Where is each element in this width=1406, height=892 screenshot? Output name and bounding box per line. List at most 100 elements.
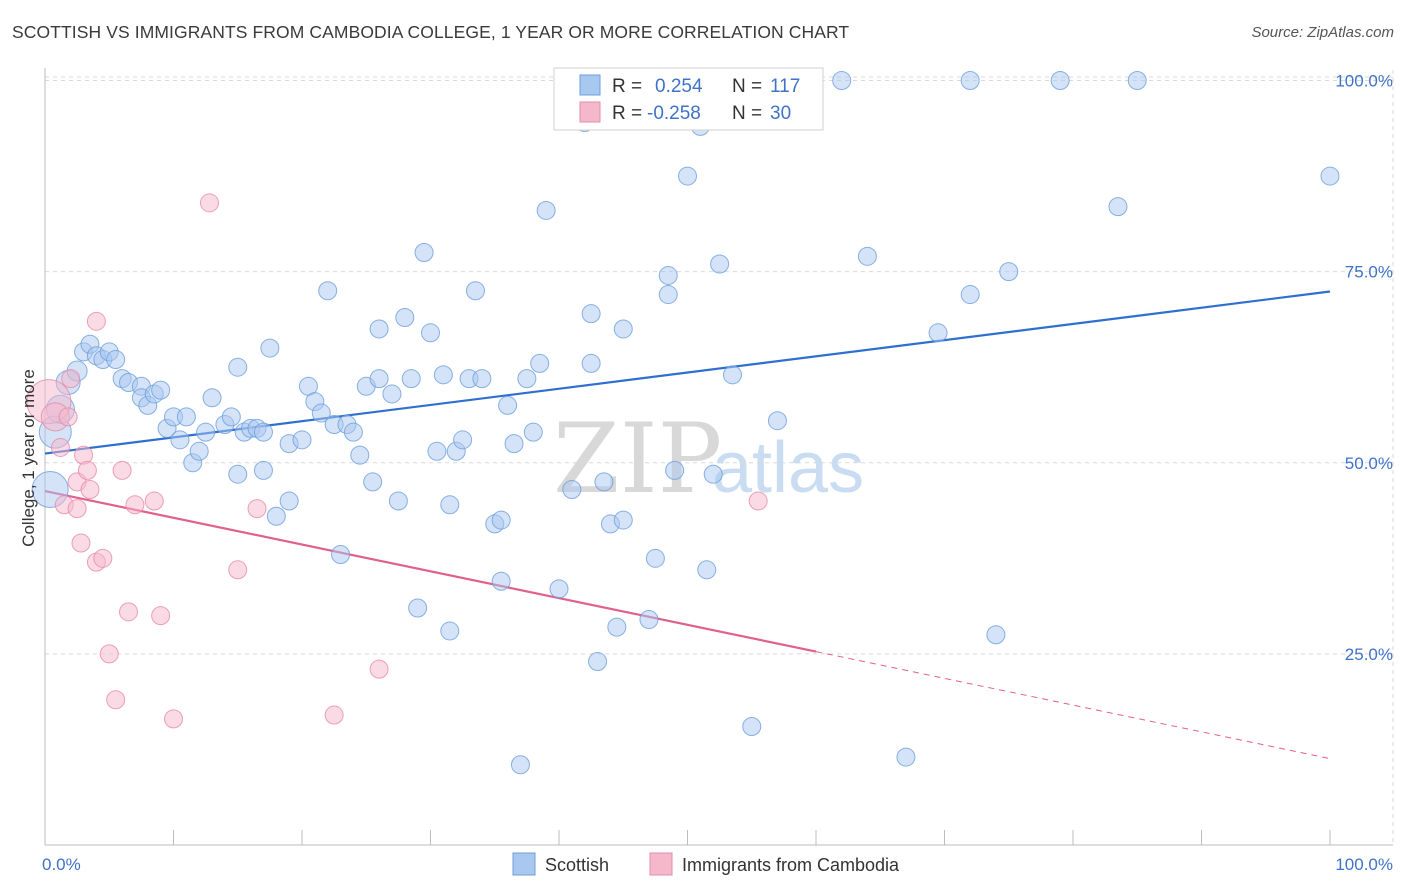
scottish-point bbox=[228, 357, 248, 377]
cambodia-trend-line-extrapolated bbox=[815, 651, 1331, 760]
scottish-point bbox=[453, 430, 473, 450]
legend-n-value-2: 30 bbox=[770, 103, 791, 124]
watermark-zip: ZIP bbox=[553, 403, 722, 515]
legend-n-label-1: N = bbox=[732, 76, 762, 97]
scottish-point bbox=[202, 388, 222, 408]
cambodia-point bbox=[77, 460, 97, 480]
cambodia-point bbox=[119, 602, 139, 622]
scottish-point bbox=[530, 353, 550, 373]
legend-n-value-1: 117 bbox=[770, 76, 800, 97]
scottish-point bbox=[151, 380, 171, 400]
scottish-point bbox=[999, 262, 1019, 282]
scottish-point bbox=[703, 464, 723, 484]
scottish-point bbox=[581, 353, 601, 373]
scottish-point bbox=[639, 609, 659, 629]
scottish-point bbox=[427, 441, 447, 461]
scottish-point bbox=[472, 369, 492, 389]
scottish-point bbox=[382, 384, 402, 404]
axes: 25.0% 50.0% 75.0% 100.0% 0.0% 100.0% bbox=[42, 68, 1393, 874]
legend-r-label-2: R = bbox=[612, 103, 642, 124]
cambodia-point bbox=[67, 499, 87, 519]
gridlines bbox=[45, 70, 1394, 845]
scottish-point bbox=[318, 281, 338, 301]
scottish-point bbox=[465, 281, 485, 301]
legend-n-label-2: N = bbox=[732, 103, 762, 124]
scottish-point bbox=[491, 571, 511, 591]
x-tick-label-min: 0.0% bbox=[42, 855, 81, 874]
y-tick-label-100: 100.0% bbox=[1335, 72, 1393, 91]
cambodia-point bbox=[50, 437, 70, 457]
scottish-point bbox=[658, 285, 678, 305]
y-axis-label: College, 1 year or more bbox=[19, 369, 38, 547]
scottish-point bbox=[350, 445, 370, 465]
scottish-point bbox=[433, 365, 453, 385]
legend-r-value-1: 0.254 bbox=[655, 76, 703, 97]
source-credit: Source: ZipAtlas.com bbox=[1251, 24, 1394, 41]
y-tick-label-75: 75.0% bbox=[1345, 263, 1393, 282]
scottish-point bbox=[742, 717, 762, 737]
legend-r-value-2: -0.258 bbox=[647, 103, 701, 124]
cambodia-point bbox=[247, 499, 267, 519]
scottish-point bbox=[363, 472, 383, 492]
cambodia-point bbox=[324, 705, 344, 725]
scottish-point bbox=[562, 480, 582, 500]
scottish-point bbox=[1320, 166, 1340, 186]
scottish-point bbox=[722, 365, 742, 385]
legend-swatch-cambodia bbox=[579, 101, 601, 123]
scottish-point bbox=[607, 617, 627, 637]
scottish-point bbox=[1108, 197, 1128, 217]
scottish-point bbox=[613, 510, 633, 530]
scottish-point bbox=[658, 265, 678, 285]
cambodia-point bbox=[151, 606, 171, 626]
scottish-point bbox=[523, 422, 543, 442]
scottish-point bbox=[343, 422, 363, 442]
cambodia-point bbox=[144, 491, 164, 511]
scottish-point bbox=[588, 652, 608, 672]
scottish-point bbox=[369, 319, 389, 339]
scottish-point bbox=[311, 403, 331, 423]
cambodia-trend-line bbox=[44, 489, 817, 653]
series-legend: Scottish Immigrants from Cambodia bbox=[512, 852, 900, 876]
scottish-point bbox=[896, 747, 916, 767]
scottish-point bbox=[170, 430, 190, 450]
cambodia-point bbox=[58, 407, 78, 427]
cambodia-point bbox=[99, 644, 119, 664]
bottom-legend-swatch-scottish bbox=[512, 852, 536, 876]
bottom-legend-swatch-cambodia bbox=[649, 852, 673, 876]
scottish-point bbox=[395, 307, 415, 327]
scottish-point bbox=[857, 246, 877, 266]
scottish-point bbox=[594, 472, 614, 492]
scottish-point bbox=[106, 350, 126, 370]
scottish-point bbox=[414, 243, 434, 263]
scottish-point bbox=[260, 338, 280, 358]
scottish-point bbox=[581, 304, 601, 324]
cambodia-point bbox=[71, 533, 91, 553]
watermark-atlas: atlas bbox=[712, 428, 864, 508]
correlation-legend: R = 0.254 N = 117 R = -0.258 N = 30 bbox=[553, 67, 824, 131]
scottish-point bbox=[710, 254, 730, 274]
scottish-point bbox=[491, 510, 511, 530]
cambodia-point bbox=[80, 480, 100, 500]
scottish-point bbox=[1127, 71, 1147, 90]
scottish-point bbox=[440, 621, 460, 641]
scottish-point bbox=[401, 369, 421, 389]
scottish-point bbox=[228, 464, 248, 484]
scottish-point bbox=[960, 285, 980, 305]
scottish-point bbox=[986, 625, 1006, 645]
scottish-point bbox=[504, 434, 524, 454]
x-tick-label-max: 100.0% bbox=[1335, 855, 1393, 874]
scottish-point bbox=[388, 491, 408, 511]
scottish-point bbox=[832, 71, 852, 90]
scottish-point bbox=[645, 548, 665, 568]
cambodia-point bbox=[61, 369, 81, 389]
cambodia-point bbox=[748, 491, 768, 511]
y-tick-label-25: 25.0% bbox=[1345, 645, 1393, 664]
scottish-point bbox=[697, 560, 717, 580]
scottish-point bbox=[549, 579, 569, 599]
scottish-point bbox=[421, 323, 440, 343]
bottom-legend-cambodia: Immigrants from Cambodia bbox=[682, 855, 900, 875]
scottish-point bbox=[536, 200, 556, 220]
cambodia-point bbox=[93, 548, 113, 568]
bottom-legend-scottish: Scottish bbox=[545, 855, 609, 875]
